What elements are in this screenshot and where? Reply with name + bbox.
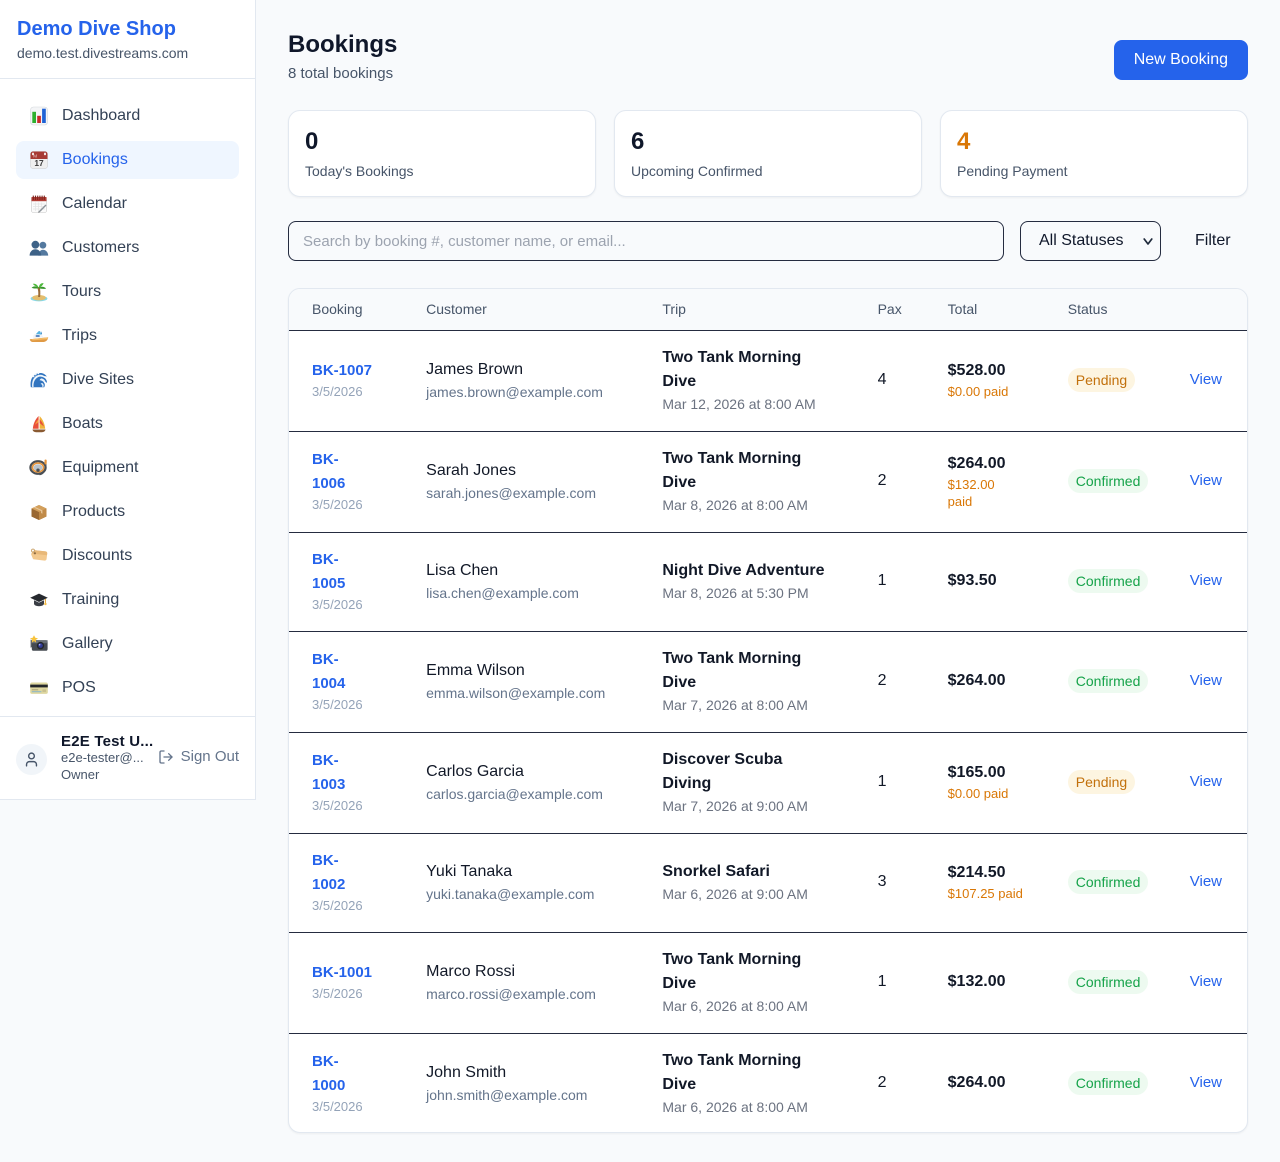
svg-text:17: 17	[34, 158, 44, 168]
svg-text:M: M	[33, 154, 37, 159]
